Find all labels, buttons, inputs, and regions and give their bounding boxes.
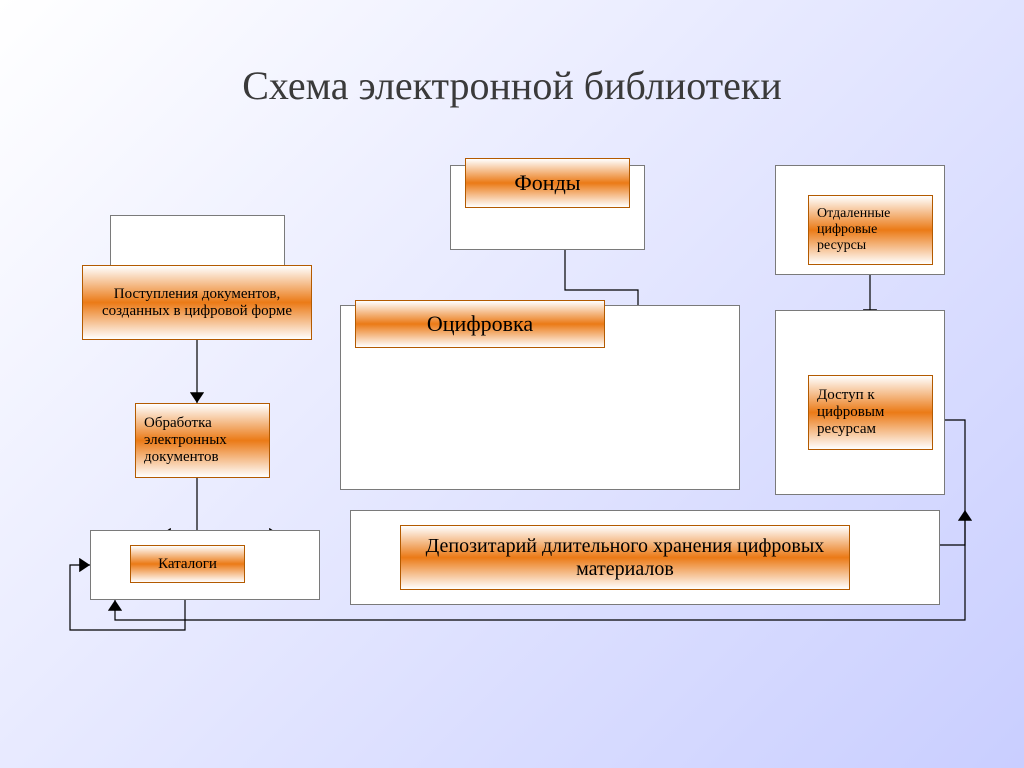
arrow-deposit_out_right [940,510,965,545]
label-fondy: Фонды [466,159,629,207]
box-deposit: Депозитарий длительного хранения цифровы… [400,525,850,590]
box-digitize: Оцифровка [355,300,605,348]
label-catalog: Каталоги [131,546,244,582]
label-intake: Поступления документов, созданных в цифр… [83,266,311,339]
box-fondy: Фонды [465,158,630,208]
box-access: Доступ к цифровым ресурсам [808,375,933,450]
diagram-stage: Схема электронной библиотеки Фонды Отдале… [0,0,1024,768]
label-deposit: Депозитарий длительного хранения цифровы… [401,526,849,589]
label-digitize: Оцифровка [356,301,604,347]
box-process: Обработка электронных документов [135,403,270,478]
label-remote: Отдаленные цифровые ресурсы [809,196,932,264]
diagram-title: Схема электронной библиотеки [0,62,1024,109]
label-process: Обработка электронных документов [136,404,269,477]
box-catalog: Каталоги [130,545,245,583]
box-intake: Поступления документов, созданных в цифр… [82,265,312,340]
label-access: Доступ к цифровым ресурсам [809,376,932,449]
box-remote: Отдаленные цифровые ресурсы [808,195,933,265]
